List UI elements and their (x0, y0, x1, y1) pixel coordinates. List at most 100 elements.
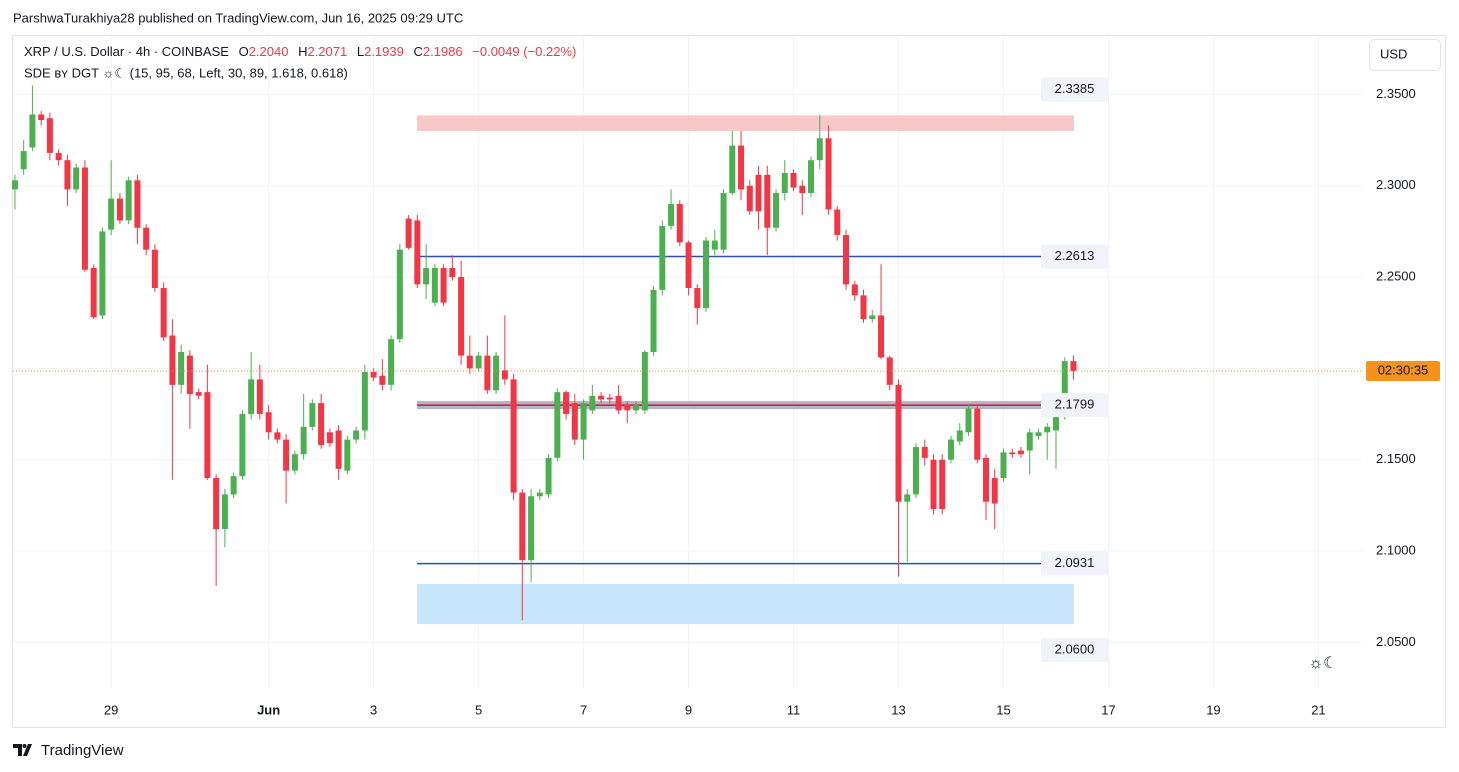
candle-body (388, 339, 395, 385)
candle-body (221, 494, 228, 530)
candle-body (493, 355, 500, 391)
candle-body (169, 335, 176, 385)
candle-body (808, 160, 815, 194)
candle-body (466, 355, 473, 369)
candle-body (528, 496, 535, 561)
candle-body (318, 403, 325, 446)
candle-body (99, 231, 106, 316)
candle-body (300, 426, 307, 455)
candle-body (20, 151, 27, 170)
x-tick-label: 11 (787, 702, 801, 717)
candle-body (230, 476, 237, 495)
zone (417, 583, 1074, 625)
candle-body (414, 220, 421, 285)
candle-body (991, 477, 998, 504)
zone (417, 115, 1074, 131)
y-tick-label: 2.3500 (1376, 86, 1416, 101)
candle-body (396, 249, 403, 340)
candle-body (309, 403, 316, 427)
candle-body (764, 174, 771, 228)
candle-body (589, 395, 596, 411)
candle-body (501, 370, 508, 380)
candle-body (519, 492, 526, 561)
candle-body (484, 355, 491, 391)
candle-body (983, 457, 990, 502)
candle-body (694, 288, 701, 309)
brand: TradingView (41, 742, 124, 759)
x-tick-label: 13 (891, 702, 905, 717)
candle-body (843, 235, 850, 285)
candle-body (405, 218, 412, 248)
candle-body (46, 118, 53, 153)
ohlc-value: 2.1986 (423, 44, 463, 59)
candle-body (370, 372, 377, 378)
candle-body (449, 267, 456, 278)
y-tick-label: 2.3000 (1376, 177, 1416, 192)
chart-frame (12, 35, 1446, 728)
candle-body (38, 114, 45, 121)
currency[interactable]: USD (1380, 46, 1407, 61)
candle-body (1017, 450, 1024, 455)
x-tick-label: 9 (685, 702, 692, 717)
candle-body (1009, 452, 1016, 455)
candle-body (878, 315, 885, 358)
candle-body (265, 412, 272, 433)
candle-body (510, 379, 517, 493)
symbol-legend: XRP / U.S. Dollar · 4h · COINBASE O2.204… (24, 44, 576, 59)
candle-body (81, 167, 88, 270)
ohlc-key: C (413, 44, 422, 59)
candle-body (536, 492, 543, 497)
candle-body (213, 477, 220, 530)
x-tick-label: 19 (1206, 702, 1220, 717)
candle-body (939, 459, 946, 510)
y-tick-label: 2.1500 (1376, 451, 1416, 466)
candle-body (108, 198, 115, 230)
ohlc-value: 2.1939 (364, 44, 404, 59)
candle-body (755, 174, 762, 212)
indicator-icon: ☼☾ (1308, 655, 1337, 672)
candles (11, 85, 1077, 621)
candle-body (781, 172, 788, 194)
candle-body (1035, 432, 1042, 436)
symbol: XRP / U.S. Dollar · 4h · COINBASE (24, 44, 229, 59)
candle-body (834, 209, 841, 236)
candle-body (143, 227, 150, 250)
ohlc-key: L (357, 44, 364, 59)
countdown-box (1366, 360, 1440, 381)
candle-body (151, 249, 158, 289)
candle-body (64, 160, 71, 190)
brand-logo (13, 744, 32, 756)
candle-body (1061, 361, 1068, 416)
candle-body (676, 204, 683, 243)
candle-body (1044, 426, 1051, 433)
y-tick-label: 2.2500 (1376, 269, 1416, 284)
candle-body (1026, 432, 1033, 451)
level-label: 2.2613 (1055, 248, 1095, 263)
candle-body (361, 372, 368, 431)
level-label-box (1041, 393, 1108, 418)
candle-body (458, 277, 465, 356)
candle-body (869, 315, 876, 320)
candle-body (431, 267, 438, 303)
candle-body (650, 289, 657, 352)
candle-body (29, 114, 36, 148)
ohlc-value: 2.2040 (249, 44, 289, 59)
currency-button[interactable] (1369, 39, 1441, 71)
y-tick-label: 2.0500 (1376, 634, 1416, 649)
candle-body (720, 193, 727, 250)
candle-body (186, 355, 193, 394)
candle-body (563, 392, 570, 415)
candle-body (283, 439, 290, 471)
overlay: 2.05002.10002.15002.20002.25002.30002.35… (13, 77, 1440, 717)
candle-body (746, 185, 753, 212)
ohlc-value: 2.2071 (307, 44, 347, 59)
candle-body (948, 439, 955, 460)
x-tick-label: 15 (996, 702, 1010, 717)
logo-dot (22, 744, 27, 748)
candle-body (125, 180, 132, 221)
candle-body (773, 193, 780, 228)
candle-body (921, 446, 928, 458)
candle-body (598, 395, 605, 400)
